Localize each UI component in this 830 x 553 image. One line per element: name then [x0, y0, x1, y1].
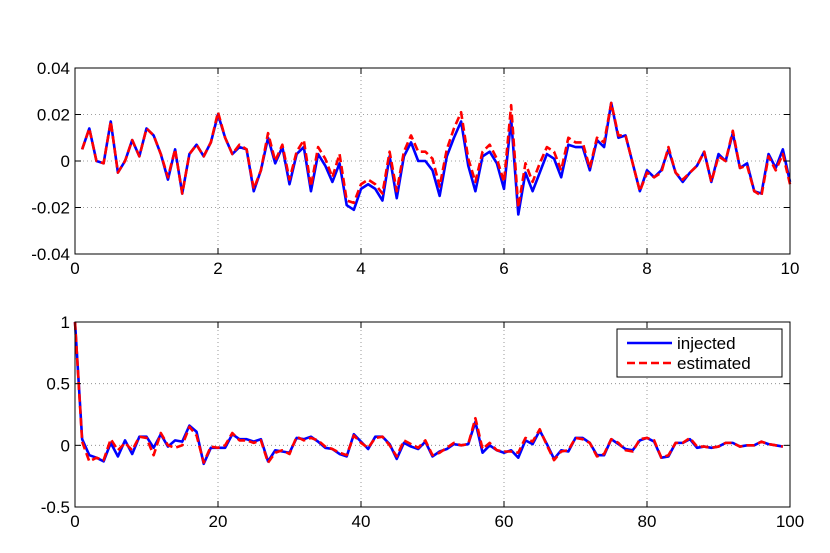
y-tick-label: 0.5 [46, 375, 70, 394]
x-tick-label: 100 [776, 512, 804, 531]
y-tick-label: -0.04 [31, 245, 70, 264]
legend-box [616, 328, 783, 378]
series-line-estimated [80, 101, 792, 209]
y-tick-label: 1 [61, 313, 70, 332]
axes-frame [74, 321, 791, 508]
series-line-estimated [73, 321, 784, 464]
y-tick-label: 0 [61, 436, 70, 455]
x-tick-label: 20 [209, 512, 228, 531]
x-tick-label: 6 [499, 259, 508, 278]
x-tick-label: 4 [356, 259, 365, 278]
x-tick-label: 2 [213, 259, 222, 278]
x-tick-label: 80 [638, 512, 657, 531]
chart-panel-1: 0 2 4 6 8 10 -0.04 -0.02 0 0.02 0.04 [31, 59, 799, 278]
x-tick-label: 40 [352, 512, 371, 531]
y-tick-label: 0.04 [37, 59, 70, 78]
x-tick-label: 10 [781, 259, 800, 278]
x-tick-label: 60 [495, 512, 514, 531]
y-tick-label: -0.02 [31, 199, 70, 218]
x-tick-label: 0 [70, 259, 79, 278]
x-tick-label: 8 [642, 259, 651, 278]
x-tick-label: 0 [70, 512, 79, 531]
legend-label: estimated [677, 354, 751, 373]
legend-label: injected [677, 334, 736, 353]
y-tick-label: -0.5 [41, 498, 70, 517]
series-line-injected [73, 321, 784, 466]
y-tick-label: 0 [61, 152, 70, 171]
y-tick-label: 0.02 [37, 106, 70, 125]
